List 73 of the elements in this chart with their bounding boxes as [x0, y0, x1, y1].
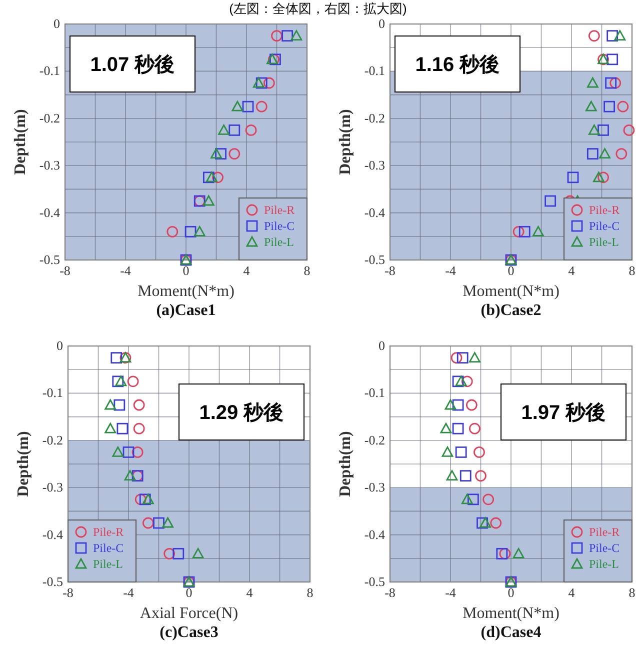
legend-label: Pile-L: [93, 557, 123, 571]
y-axis-title: Depth(m): [337, 431, 354, 497]
legend-label: Pile-L: [589, 557, 619, 571]
legend-label: Pile-C: [93, 541, 124, 555]
x-tick-label: 0: [182, 263, 190, 278]
legend-label: Pile-C: [264, 219, 295, 233]
text: (d)Case4: [480, 624, 542, 641]
y-tick-label: -0.4: [39, 204, 60, 220]
x-tick-label: 4: [568, 263, 576, 278]
y-tick-label: -0.2: [39, 110, 60, 126]
annotation: 1.16 秒後: [415, 54, 500, 76]
x-tick-label: -8: [384, 585, 396, 600]
x-tick-label: -4: [123, 585, 134, 600]
text: (b)Case2: [480, 302, 542, 319]
y-tick-label: -0.3: [39, 158, 60, 173]
x-axis-title: Moment(N*m): [462, 283, 560, 300]
x-tick-label: -8: [60, 263, 70, 278]
x-tick-label: 0: [508, 263, 514, 278]
x-tick-label: -8: [384, 263, 396, 278]
y-tick-label: 0: [378, 338, 385, 353]
y-tick-label: -0.5: [42, 574, 63, 589]
annotation: 1.97 秒後: [521, 402, 606, 424]
y-tick-label: -0.4: [42, 526, 64, 542]
legend-label: Pile-R: [589, 525, 620, 539]
x-tick-label: 4: [243, 263, 250, 278]
x-tick-label: 0: [508, 585, 514, 600]
legend-label: Pile-R: [93, 525, 124, 539]
x-axis-title: Axial Force(N): [140, 605, 238, 622]
text: (左図：全体図，右図：拡大図): [229, 1, 407, 16]
text: (a)Case1: [156, 302, 216, 319]
x-tick-label: 8: [628, 263, 636, 278]
y-tick-label: -0.2: [364, 110, 385, 126]
legend-label: Pile-L: [589, 235, 619, 249]
legend-label: Pile-C: [589, 541, 620, 555]
y-tick-label: -0.5: [364, 574, 385, 589]
x-axis-title: Moment(N*m): [138, 283, 234, 300]
x-tick-label: -4: [120, 263, 132, 278]
y-tick-label: -0.3: [42, 480, 63, 495]
x-tick-label: 0: [186, 585, 192, 600]
y-tick-label: -0.3: [364, 158, 385, 173]
x-tick-label: 4: [568, 585, 576, 600]
annotation: 1.29 秒後: [199, 402, 284, 424]
y-tick-label: -0.1: [364, 385, 385, 400]
x-tick-label: -4: [445, 263, 456, 278]
x-tick-label: 4: [246, 585, 254, 600]
y-tick-label: -0.5: [364, 252, 385, 267]
y-tick-label: -0.4: [364, 526, 386, 542]
legend-label: Pile-R: [264, 203, 295, 217]
x-tick-label: 8: [306, 585, 314, 600]
y-tick-label: -0.2: [42, 432, 63, 448]
y-axis-title: Depth(m): [12, 109, 29, 175]
y-tick-label: -0.5: [39, 252, 60, 267]
y-tick-label: 0: [54, 16, 60, 31]
x-tick-label: 8: [304, 263, 310, 278]
y-tick-label: 0: [56, 338, 63, 353]
y-tick-label: -0.1: [364, 63, 385, 78]
x-tick-label: -4: [445, 585, 456, 600]
y-tick-label: -0.4: [364, 204, 386, 220]
y-tick-label: -0.1: [42, 385, 63, 400]
y-tick-label: -0.1: [39, 63, 60, 78]
annotation: 1.07 秒後: [90, 54, 175, 76]
legend-label: Pile-C: [589, 219, 620, 233]
text: (c)Case3: [160, 624, 218, 641]
y-tick-label: -0.2: [364, 432, 385, 448]
x-tick-label: -8: [62, 585, 74, 600]
legend-label: Pile-L: [264, 235, 294, 249]
x-tick-label: 8: [628, 585, 636, 600]
y-axis-title: Depth(m): [337, 109, 354, 175]
legend-label: Pile-R: [589, 203, 620, 217]
y-tick-label: 0: [378, 16, 385, 31]
y-tick-label: -0.3: [364, 480, 385, 495]
y-axis-title: Depth(m): [15, 431, 32, 497]
x-axis-title: Moment(N*m): [462, 605, 560, 622]
